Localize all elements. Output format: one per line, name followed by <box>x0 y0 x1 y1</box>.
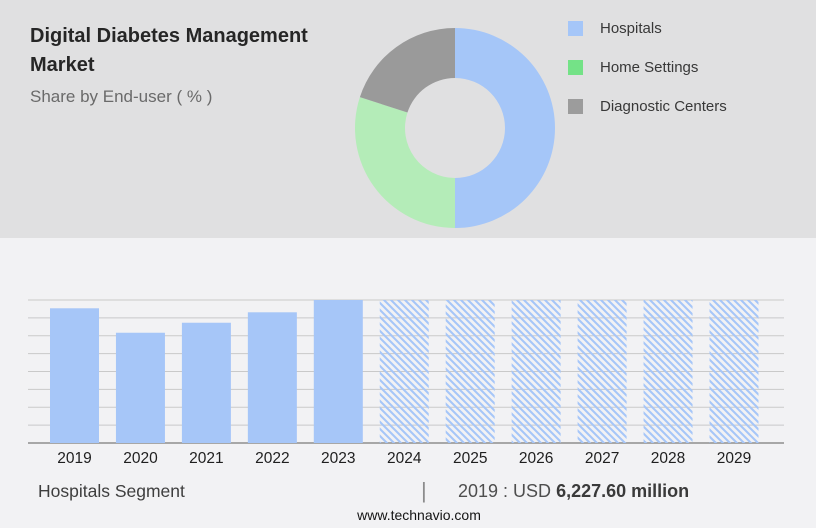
footer-row: Hospitals Segment | 2019 : USD 6,227.60 … <box>0 478 816 507</box>
x-axis-label-2019: 2019 <box>57 450 91 467</box>
bar-2022 <box>247 312 297 443</box>
x-axis-label-2025: 2025 <box>453 450 487 467</box>
bar-2021 <box>181 322 231 443</box>
legend: Hospitals Home Settings Diagnostic Cente… <box>568 14 727 131</box>
forecast-bar-2026 <box>511 300 561 443</box>
stat-value: 6,227.60 million <box>556 481 690 501</box>
x-axis-label-2029: 2029 <box>717 450 751 467</box>
website-url: www.technavio.com <box>357 507 481 523</box>
bars <box>50 300 759 443</box>
forecast-bar-2028 <box>643 300 693 443</box>
donut-slice-diagnostic-centers <box>359 28 455 113</box>
title-block: Digital Diabetes Management Market Share… <box>30 22 360 107</box>
website-row: www.technavio.com <box>22 507 816 525</box>
donut-slice-hospitals <box>455 28 555 228</box>
stat-prefix: 2019 : USD <box>458 481 557 501</box>
legend-label: Home Settings <box>600 58 699 76</box>
x-axis-labels: 2019 2020 2021 2022 2023 2024 2025 2026 2027 2028… <box>57 450 751 467</box>
forecast-bar-2025 <box>445 300 495 443</box>
x-axis-label-2020: 2020 <box>123 450 158 467</box>
donut-svg <box>355 28 555 228</box>
donut-slice-home-settings <box>355 97 455 228</box>
forecast-bar-2024 <box>379 300 429 443</box>
stat-separator: | <box>421 478 427 503</box>
legend-label: Diagnostic Centers <box>600 97 727 115</box>
bar-2019 <box>50 308 99 443</box>
top-panel: Digital Diabetes Management Market Share… <box>0 0 816 238</box>
legend-swatch-home-settings-icon <box>568 59 583 75</box>
forecast-bar-2029 <box>709 300 759 443</box>
bar-2023 <box>313 300 363 443</box>
x-axis-label-2024: 2024 <box>387 450 422 467</box>
bottom-panel: 2019 2020 2021 2022 2023 2024 2025 2026 2027 2028… <box>0 238 816 528</box>
page-subtitle: Share by End-user ( % ) <box>30 87 213 106</box>
legend-item-home-settings: Home Settings <box>568 53 727 81</box>
forecast-bar-2027 <box>577 300 627 443</box>
legend-swatch-diagnostic-centers-icon <box>568 98 583 114</box>
legend-item-hospitals: Hospitals <box>568 14 727 42</box>
legend-swatch-hospitals-icon <box>568 20 583 36</box>
x-axis-label-2027: 2027 <box>585 450 619 467</box>
x-axis-label-2023: 2023 <box>321 450 355 467</box>
x-axis-label-2026: 2026 <box>519 450 553 467</box>
segment-label: Hospitals Segment <box>38 481 185 501</box>
x-axis-label-2021: 2021 <box>189 450 223 467</box>
donut-chart <box>355 28 555 228</box>
x-axis-label-2028: 2028 <box>651 450 685 467</box>
stat-text: 2019 : USD 6,227.60 million <box>458 481 689 502</box>
legend-item-diagnostic-centers: Diagnostic Centers <box>568 92 727 120</box>
page-title: Digital Diabetes Management Market <box>30 25 308 76</box>
x-axis-label-2022: 2022 <box>255 450 289 467</box>
legend-label: Hospitals <box>600 19 662 37</box>
bar-2020 <box>115 332 165 443</box>
bar-chart: 2019 2020 2021 2022 2023 2024 2025 2026 2027 2028… <box>28 299 784 467</box>
